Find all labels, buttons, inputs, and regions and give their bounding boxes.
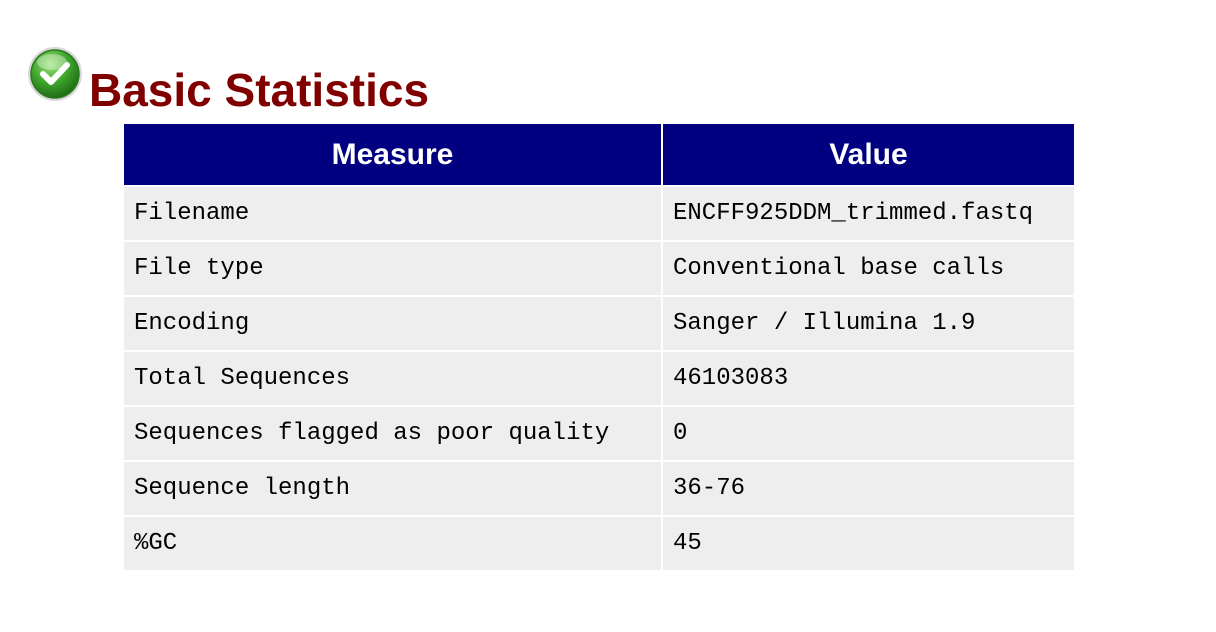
value-cell: Conventional base calls [663, 242, 1074, 295]
measure-cell: File type [124, 242, 661, 295]
measure-cell: Total Sequences [124, 352, 661, 405]
column-header-measure: Measure [124, 124, 661, 185]
check-circle-icon [28, 47, 82, 101]
value-cell: 36-76 [663, 462, 1074, 515]
measure-cell: %GC [124, 517, 661, 570]
module-title: Basic Statistics [89, 64, 430, 116]
table-row: Sequences flagged as poor quality 0 [124, 407, 1074, 460]
value-cell: 45 [663, 517, 1074, 570]
measure-cell: Encoding [124, 297, 661, 350]
column-header-value: Value [663, 124, 1074, 185]
measure-cell: Sequences flagged as poor quality [124, 407, 661, 460]
table-row: File type Conventional base calls [124, 242, 1074, 295]
value-cell: ENCFF925DDM_trimmed.fastq [663, 187, 1074, 240]
basic-statistics-table: Measure Value Filename ENCFF925DDM_trimm… [122, 122, 1076, 572]
table-row: Filename ENCFF925DDM_trimmed.fastq [124, 187, 1074, 240]
table-row: Sequence length 36-76 [124, 462, 1074, 515]
table-row: Total Sequences 46103083 [124, 352, 1074, 405]
table-row: Encoding Sanger / Illumina 1.9 [124, 297, 1074, 350]
value-cell: Sanger / Illumina 1.9 [663, 297, 1074, 350]
table-row: %GC 45 [124, 517, 1074, 570]
measure-cell: Filename [124, 187, 661, 240]
table-header-row: Measure Value [124, 124, 1074, 185]
value-cell: 46103083 [663, 352, 1074, 405]
measure-cell: Sequence length [124, 462, 661, 515]
value-cell: 0 [663, 407, 1074, 460]
